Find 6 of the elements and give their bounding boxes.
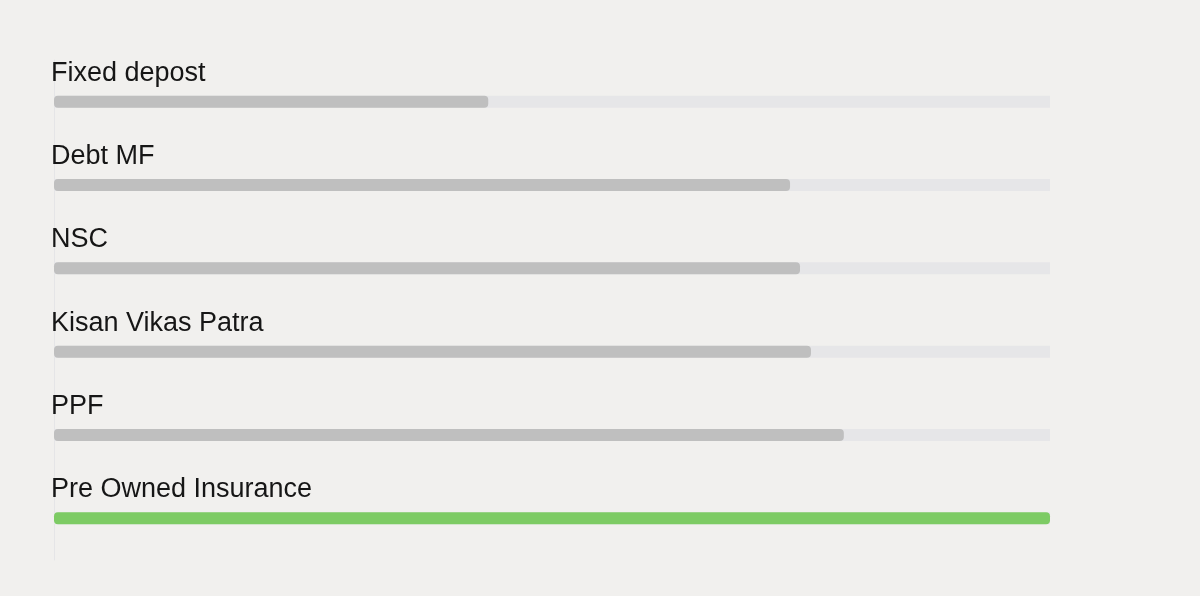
y-tick-label: NSC [51,223,109,254]
y-tick-label: Debt MF [51,140,155,170]
y-tick-label: Pre Owned Insurance [51,473,313,504]
y-tick-label: Fixed depost [51,56,207,87]
y-tick-label: PPF [51,390,104,420]
y-tick-label: Kisan Vikas Patra [51,306,265,337]
